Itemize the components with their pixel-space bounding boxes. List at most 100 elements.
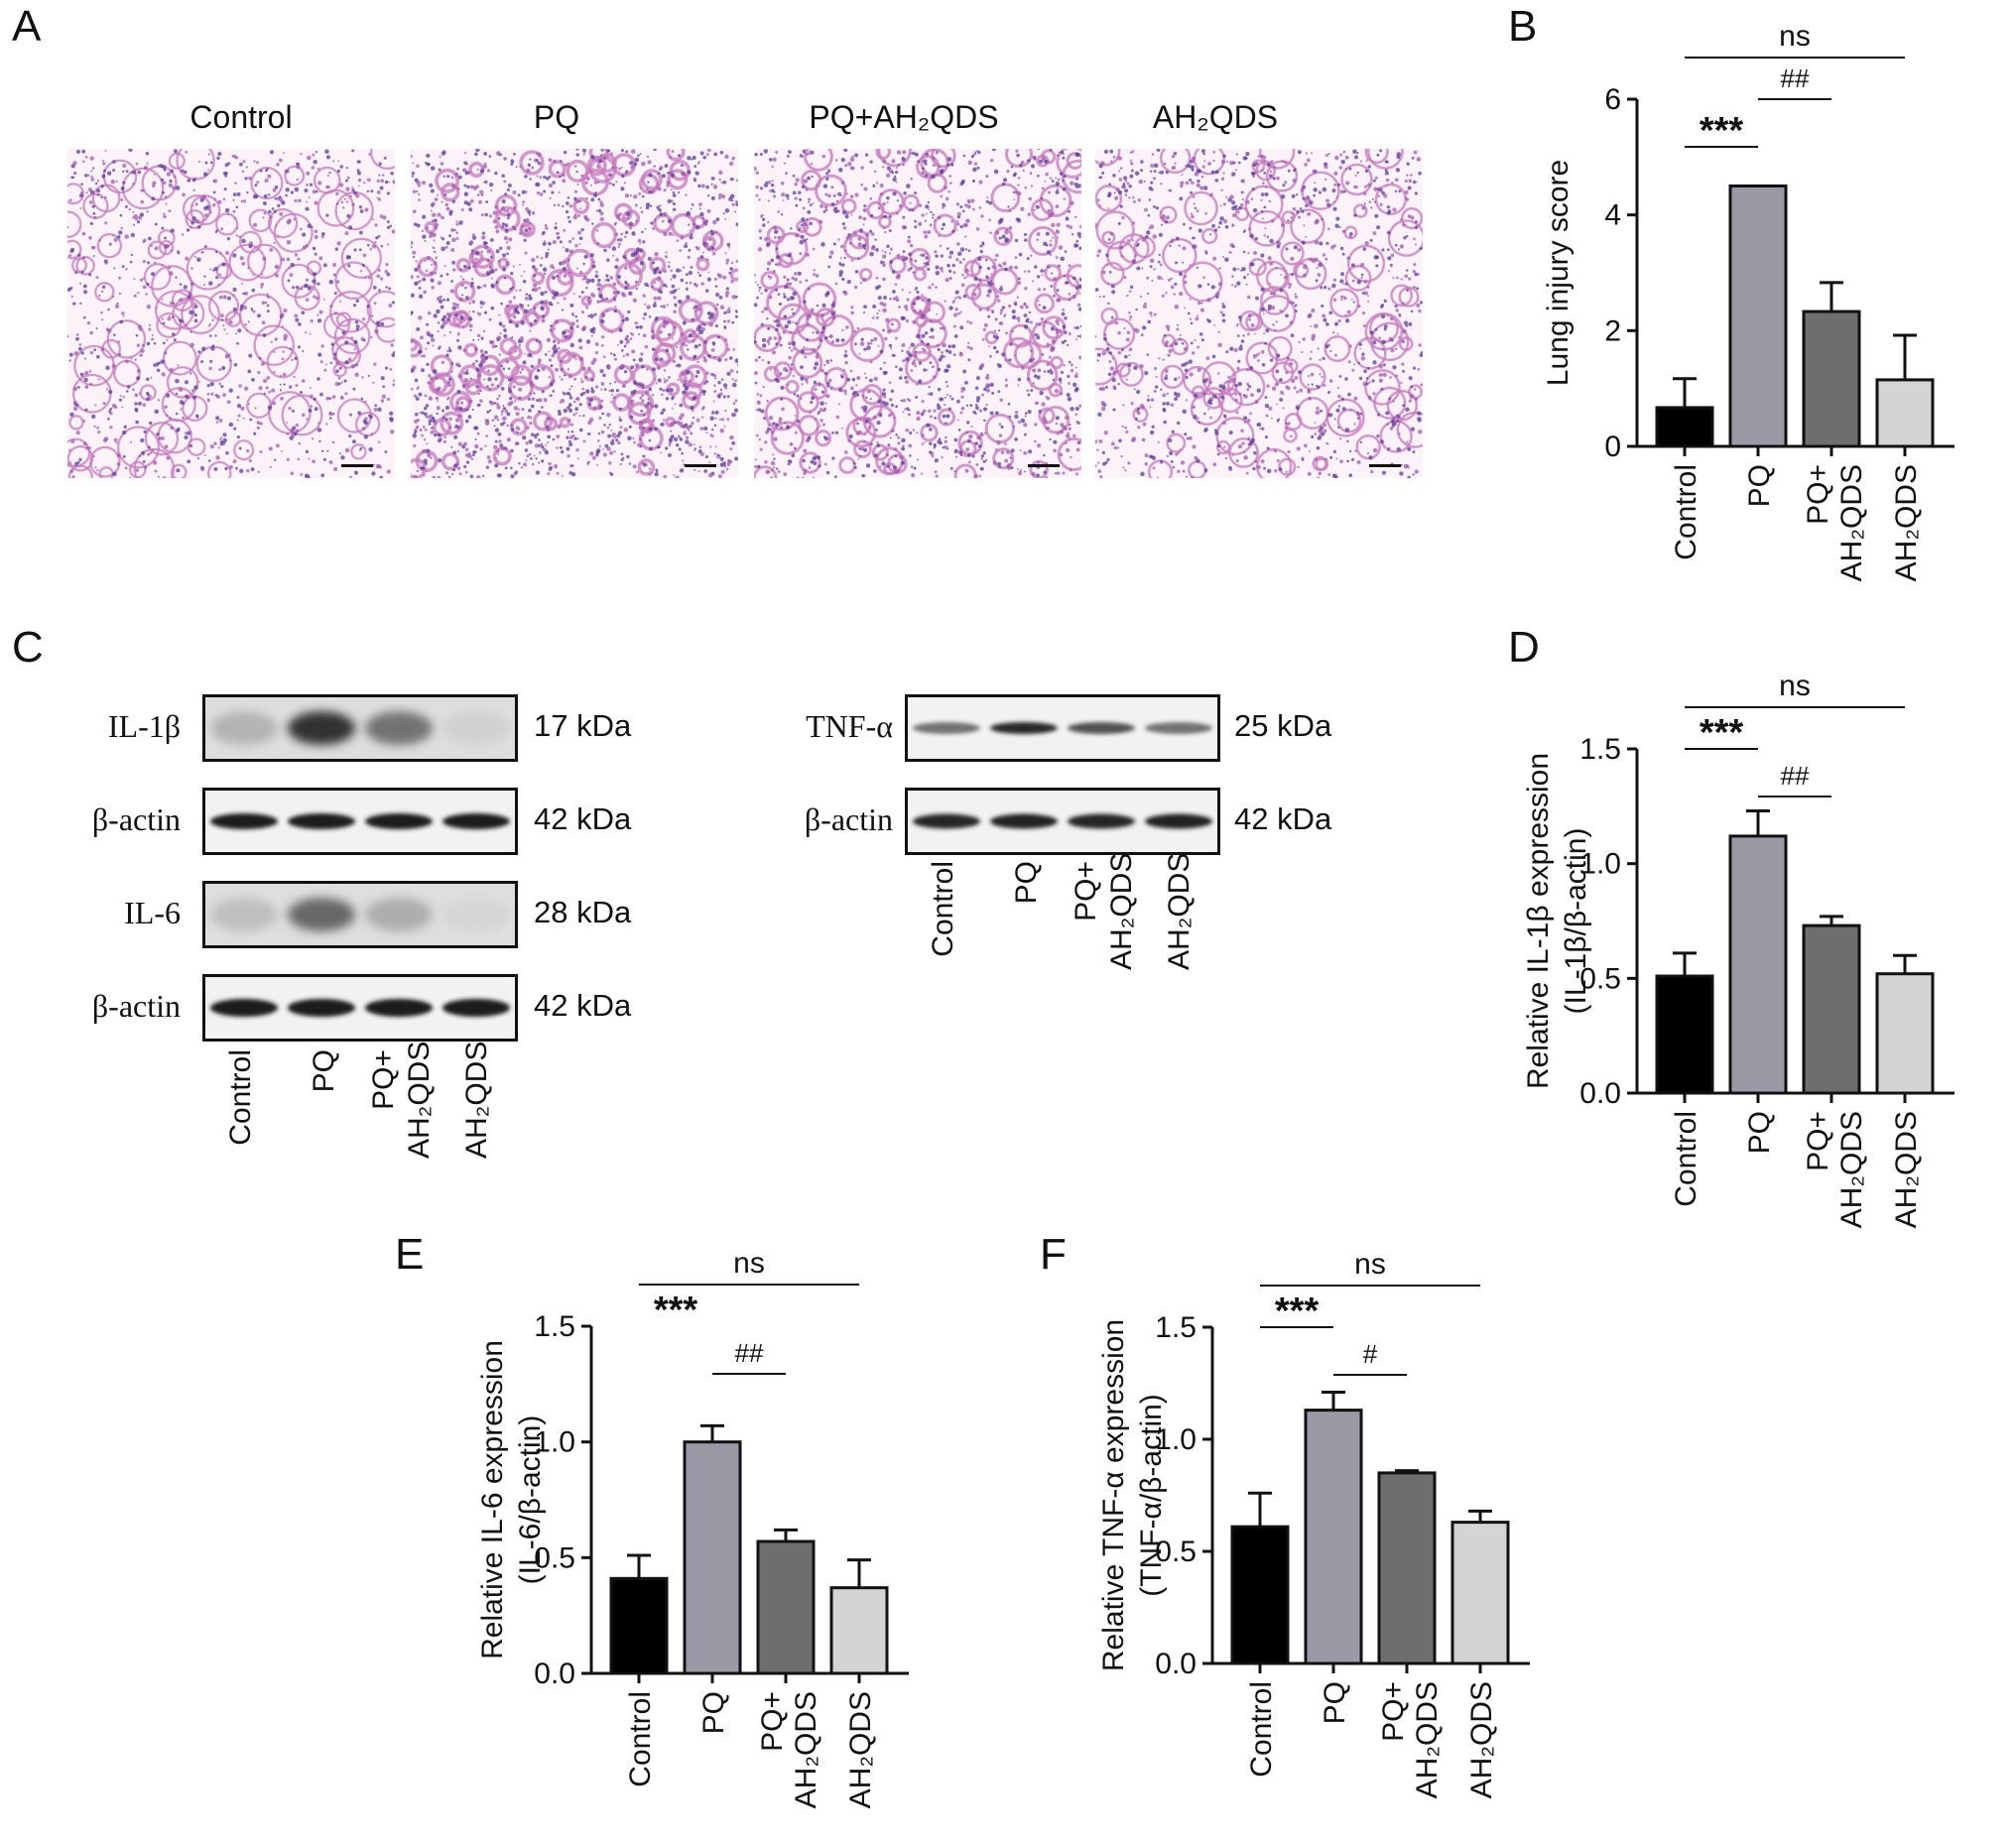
significance-label: ns [1779, 670, 1811, 702]
y-axis-label-2: (IL-6/β-actin) [514, 1415, 547, 1585]
panel-letter-e: E [395, 1230, 425, 1279]
y-axis-label-2: (TNF-α/β-actin) [1135, 1394, 1168, 1597]
he-tissue [411, 149, 738, 478]
lane-label-ah2qds: AH₂QDS [460, 1041, 493, 1159]
y-tick-label: 1.0 [1579, 848, 1621, 881]
significance-label: # [1363, 1339, 1378, 1369]
blot-kda-actin-1: 42 kDa [534, 801, 632, 836]
he-image-pq [411, 149, 738, 478]
blot-label-actin-3: β-actin [804, 801, 893, 837]
y-tick-label: 1.5 [1579, 733, 1621, 766]
he-label-pq-ah2qds: PQ+AH₂QDS [809, 99, 999, 135]
blot-band [365, 711, 433, 745]
he-image-ah2qds [1095, 149, 1423, 478]
x-tick-label: Control [1245, 1681, 1278, 1778]
significance-label: *** [1275, 1290, 1320, 1332]
bar [1655, 974, 1714, 1095]
blot-band [365, 898, 433, 931]
x-tick-label: PQ+ [1377, 1681, 1410, 1742]
lane-label-ah2qds-r: AH₂QDS [1163, 852, 1196, 970]
x-tick-label: AH₂QDS [844, 1691, 877, 1808]
he-label-ah2qds: AH₂QDS [1152, 99, 1279, 135]
bar [1728, 184, 1788, 448]
blot-band [990, 813, 1058, 829]
blot-band [210, 711, 278, 745]
chart-f-tnfa: 0.0 0.5 1.0 1.5 Relative TNF-α expression (TN… [1097, 1248, 1530, 1798]
blot-il1b [202, 694, 518, 762]
significance-label: *** [1700, 110, 1744, 152]
he-tissue [67, 149, 395, 478]
x-tick-label: AH₂QDS [1835, 1111, 1868, 1228]
blot-band [288, 813, 355, 829]
x-tick-label: AH₂QDS [1890, 464, 1923, 581]
x-tick-label: PQ+ [1802, 464, 1834, 525]
lane-label-ah2qds-combo: AH₂QDS [403, 1041, 436, 1159]
x-tick-label: AH₂QDS [1890, 1111, 1923, 1228]
significance-label: ## [1781, 761, 1810, 791]
y-axis-label-2: (IL-1β/β-actin) [1560, 828, 1592, 1015]
blot-kda-actin-3: 42 kDa [1234, 801, 1332, 836]
bar [1802, 923, 1861, 1095]
bar [1304, 1409, 1363, 1665]
blot-kda-actin-2: 42 kDa [534, 988, 632, 1023]
significance-label: ns [1354, 1248, 1386, 1281]
blot-label-tnfa: TNF-α [806, 708, 893, 744]
blot-band [288, 898, 355, 931]
blot-band [990, 722, 1058, 734]
x-tick-label: Control [624, 1691, 657, 1787]
chart-e-il6: 0.0 0.5 1.0 1.5 Relative IL-6 expression (IL-… [476, 1247, 909, 1808]
y-tick-label: 1.5 [1155, 1311, 1197, 1344]
scale-bar [1028, 464, 1060, 467]
panel-letter-f: F [1040, 1230, 1067, 1279]
significance-label: ## [735, 1338, 764, 1368]
y-tick-label: 6 [1604, 83, 1621, 116]
y-axis-label: Lung injury score [1542, 160, 1575, 386]
panel-letter-c: C [12, 623, 44, 672]
blot-band [1068, 722, 1135, 734]
lane-label-pq-plus: PQ+ [367, 1049, 400, 1110]
lane-label-pq-plus-r: PQ+ [1070, 861, 1102, 922]
bar [1875, 378, 1935, 448]
blot-band [442, 813, 510, 829]
bar [609, 1576, 669, 1675]
lane-label-pq: PQ [308, 1049, 340, 1093]
bar [1230, 1525, 1290, 1665]
significance-label: ns [733, 1247, 765, 1280]
blot-label-actin-2: β-actin [91, 988, 181, 1024]
x-tick-label: PQ [1743, 1111, 1776, 1154]
significance-label: *** [654, 1290, 698, 1331]
blot-kda-tnfa: 25 kDa [1234, 708, 1332, 743]
bar [756, 1539, 816, 1675]
y-axis-label: Relative IL-6 expression [476, 1340, 509, 1659]
x-tick-label: Control [1670, 464, 1702, 560]
bar [683, 1440, 742, 1675]
he-image-pq-ah2qds [754, 149, 1081, 478]
scale-bar [341, 464, 373, 467]
blot-band [913, 813, 980, 829]
significance-label: ns [1779, 20, 1811, 53]
blot-band [913, 722, 980, 734]
y-tick-label: 4 [1604, 199, 1621, 232]
x-tick-label: PQ+ [756, 1691, 789, 1752]
blot-band [365, 813, 433, 829]
blot-band [442, 898, 510, 931]
y-tick-label: 0.0 [1579, 1077, 1621, 1110]
blot-band [210, 813, 278, 829]
bar [829, 1586, 889, 1675]
he-tissue [754, 149, 1081, 478]
x-tick-label: Control [1670, 1111, 1702, 1207]
panel-letter-b: B [1508, 2, 1538, 51]
blot-kda-il1b: 17 kDa [534, 708, 632, 743]
y-tick-label: 1.5 [534, 1310, 575, 1343]
blot-band [210, 898, 278, 931]
blot-kda-il6: 28 kDa [534, 895, 632, 929]
lane-label-control: Control [224, 1049, 257, 1146]
lane-label-control-r: Control [927, 861, 959, 957]
blot-actin-2 [202, 974, 518, 1042]
x-tick-label: PQ+ [1802, 1111, 1834, 1171]
x-tick-label: AH₂QDS [1465, 1681, 1498, 1798]
significance-label: ## [1781, 63, 1810, 93]
y-tick-label: 1.0 [1155, 1423, 1197, 1456]
he-image-control [67, 149, 395, 478]
